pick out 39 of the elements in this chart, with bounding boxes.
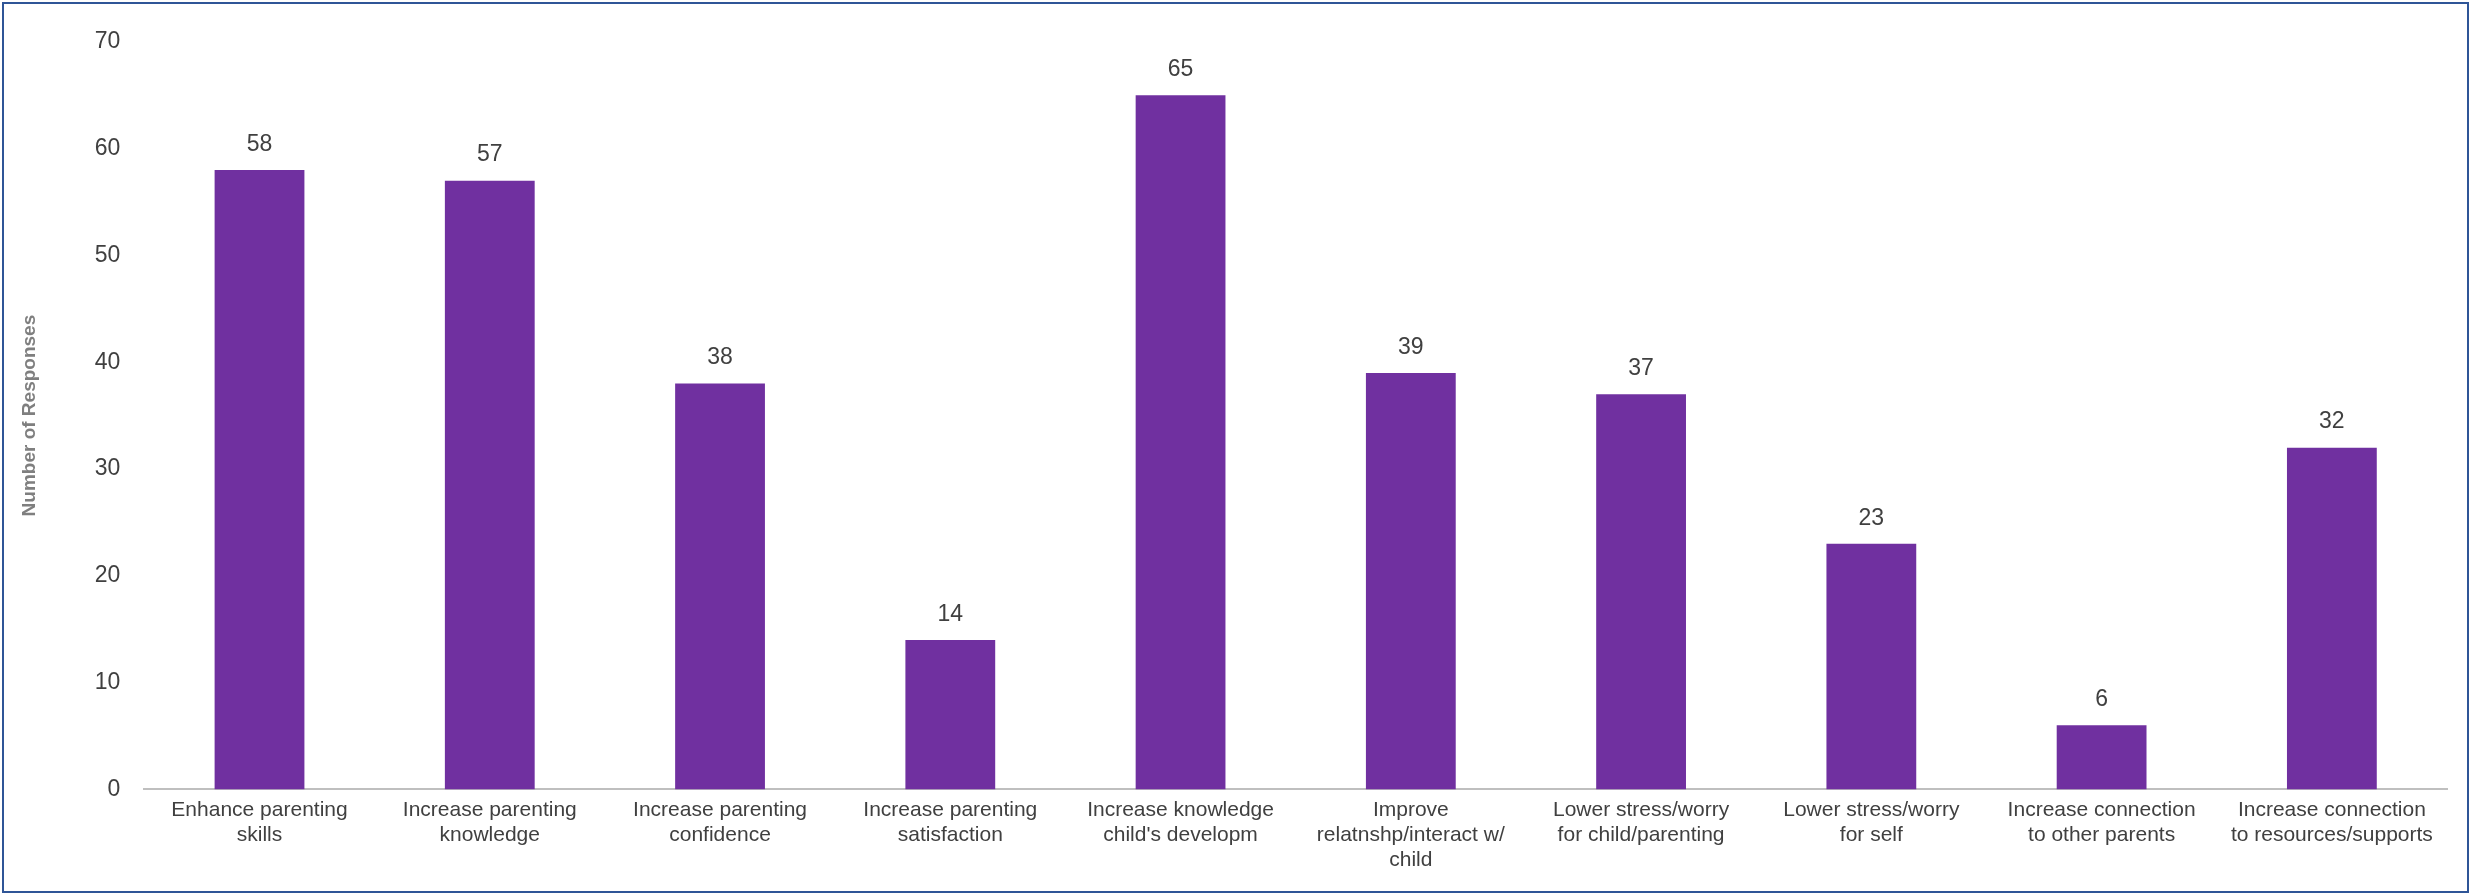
- x-tick-label: Lower stress/worry for child/parenting: [1552, 796, 1730, 845]
- y-tick-label: 50: [94, 240, 121, 267]
- data-label: 38: [707, 343, 733, 370]
- data-label: 37: [1628, 354, 1654, 381]
- bar: [444, 180, 535, 790]
- y-tick-label: 20: [94, 561, 121, 588]
- bar: [2286, 447, 2377, 790]
- y-axis-title: Number of Responses: [17, 314, 39, 517]
- bar: [1826, 543, 1917, 790]
- y-tick-label: 0: [107, 774, 121, 801]
- bar: [1135, 95, 1226, 790]
- data-label: 23: [1858, 503, 1885, 530]
- data-label: 65: [1167, 55, 1194, 82]
- bar: [1365, 372, 1456, 790]
- data-label: 14: [937, 599, 964, 626]
- bar: [905, 639, 996, 790]
- x-tick-label: Lower stress/worry for self: [1783, 796, 1960, 845]
- y-tick-label: 40: [94, 347, 121, 374]
- data-label: 57: [476, 140, 503, 167]
- y-tick-label: 30: [94, 454, 121, 481]
- bar: [214, 169, 305, 790]
- x-tick-label: Increase connection to resources/supports: [2230, 796, 2433, 845]
- data-label: 58: [246, 129, 273, 156]
- y-tick-label: 10: [94, 667, 121, 694]
- x-tick-label: Increase connection to other parents: [2007, 796, 2196, 845]
- data-label: 39: [1398, 332, 1424, 359]
- data-label: 32: [2319, 407, 2345, 434]
- x-tick-label: Improve relatnshp/interact w/ child: [1316, 796, 1505, 871]
- y-tick-label: 60: [94, 133, 121, 160]
- y-tick-label: 70: [94, 27, 121, 54]
- x-tick-label: Enhance parenting skills: [171, 796, 348, 845]
- bar: [1596, 394, 1686, 790]
- x-tick-label: Increase parenting satisfaction: [863, 796, 1038, 845]
- x-tick-label: Increase parenting confidence: [633, 796, 808, 845]
- bar: [2056, 725, 2147, 790]
- bar: [675, 383, 765, 790]
- x-tick-label: Increase knowledge child's developm: [1087, 796, 1274, 845]
- x-tick-label: Increase parenting knowledge: [402, 796, 577, 845]
- data-label: 6: [2095, 685, 2109, 712]
